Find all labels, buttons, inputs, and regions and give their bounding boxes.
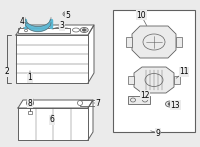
Bar	[174, 76, 180, 84]
Polygon shape	[88, 25, 94, 83]
Ellipse shape	[24, 29, 28, 32]
Ellipse shape	[52, 28, 60, 32]
Ellipse shape	[22, 27, 30, 32]
Polygon shape	[132, 26, 176, 58]
Bar	[128, 76, 134, 84]
Ellipse shape	[24, 29, 28, 31]
Ellipse shape	[143, 34, 165, 50]
Bar	[176, 37, 182, 47]
Bar	[18, 108, 88, 140]
Ellipse shape	[142, 98, 148, 102]
Text: 7: 7	[96, 98, 100, 107]
Ellipse shape	[168, 102, 172, 106]
Ellipse shape	[42, 28, 50, 32]
Text: 5: 5	[66, 10, 70, 20]
Ellipse shape	[145, 74, 163, 86]
Ellipse shape	[82, 29, 86, 31]
Text: 4: 4	[20, 17, 24, 26]
Polygon shape	[88, 100, 93, 140]
Ellipse shape	[62, 28, 70, 32]
Polygon shape	[18, 100, 93, 108]
Ellipse shape	[72, 28, 80, 32]
Ellipse shape	[130, 98, 136, 102]
Ellipse shape	[22, 28, 30, 32]
Bar	[126, 37, 132, 47]
Text: 11: 11	[179, 67, 189, 76]
Text: 2: 2	[5, 67, 9, 76]
Polygon shape	[134, 67, 174, 93]
Text: 13: 13	[170, 101, 180, 110]
Bar	[16, 35, 88, 83]
Ellipse shape	[80, 27, 88, 32]
Bar	[113, 10, 195, 132]
Text: 12: 12	[140, 91, 150, 100]
Text: 6: 6	[50, 116, 54, 125]
Ellipse shape	[166, 101, 174, 107]
Text: 9: 9	[156, 128, 160, 137]
Bar	[18, 28, 70, 33]
Ellipse shape	[26, 100, 34, 106]
Ellipse shape	[78, 101, 83, 106]
Ellipse shape	[64, 13, 68, 15]
Bar	[28, 111, 32, 113]
Text: 8: 8	[28, 98, 32, 107]
Ellipse shape	[63, 12, 69, 16]
Ellipse shape	[32, 28, 40, 32]
Bar	[128, 96, 150, 104]
Text: 1: 1	[28, 74, 32, 82]
Polygon shape	[16, 25, 94, 35]
Ellipse shape	[96, 101, 101, 106]
Text: 10: 10	[136, 10, 146, 20]
Ellipse shape	[28, 101, 32, 105]
Bar	[80, 100, 98, 106]
Text: 3: 3	[60, 21, 64, 30]
